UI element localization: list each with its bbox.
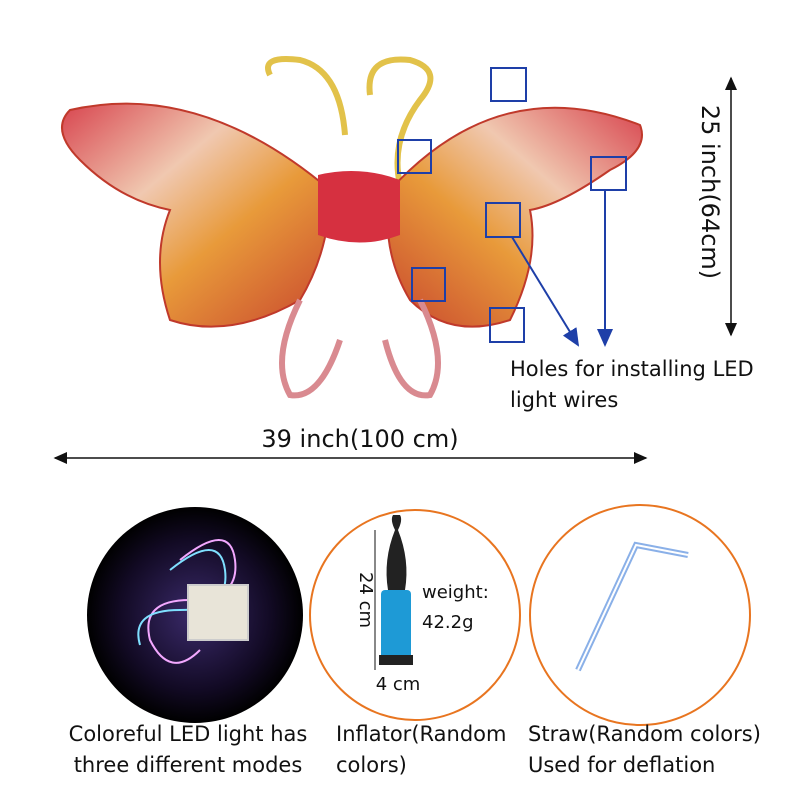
- holes-note: light wires: [510, 388, 618, 412]
- item-caption: colors): [336, 753, 407, 777]
- item-caption: Used for deflation: [528, 753, 715, 777]
- led-wires: [137, 539, 249, 664]
- item-caption: Straw(Random colors): [528, 722, 761, 746]
- inflator: [374, 515, 413, 670]
- straw-stripe: [577, 543, 689, 671]
- straw: [575, 541, 689, 672]
- width-label: 39 inch(100 cm): [261, 425, 458, 453]
- butterfly-wings: [61, 56, 643, 399]
- item-caption: three different modes: [74, 753, 303, 777]
- inflator-height: 24 cm: [355, 572, 376, 628]
- height-label: 25 inch(64cm): [696, 105, 724, 279]
- hole-markers: [397, 67, 627, 347]
- dimension-arrows: [53, 76, 737, 464]
- weight-value: 42.2g: [422, 612, 474, 633]
- holes-note: Holes for installing LED: [510, 357, 754, 381]
- item-caption: Inflator(Random: [336, 722, 506, 746]
- inflator-width: 4 cm: [376, 674, 421, 695]
- inflator-frame: [309, 509, 521, 721]
- weight-title: weight:: [422, 582, 489, 603]
- straw-frame: [529, 504, 751, 726]
- item-caption: Coloreful LED light has: [69, 722, 308, 746]
